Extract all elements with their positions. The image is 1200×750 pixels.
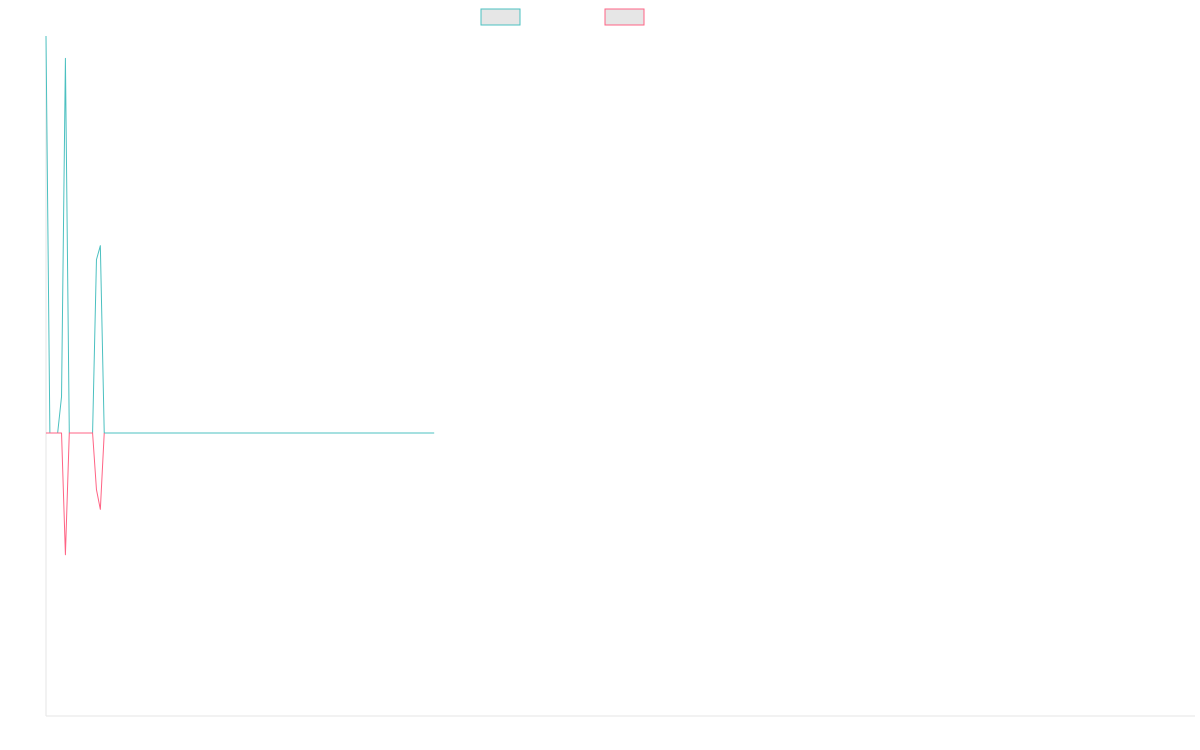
legend-swatch-1[interactable] <box>480 8 521 26</box>
series-line-1 <box>45 35 435 434</box>
chart-legend[interactable] <box>480 8 645 26</box>
series-line-2 <box>46 432 105 556</box>
chart-axes <box>45 36 1195 717</box>
plot-area <box>45 35 435 556</box>
legend-swatch-2[interactable] <box>604 8 645 26</box>
